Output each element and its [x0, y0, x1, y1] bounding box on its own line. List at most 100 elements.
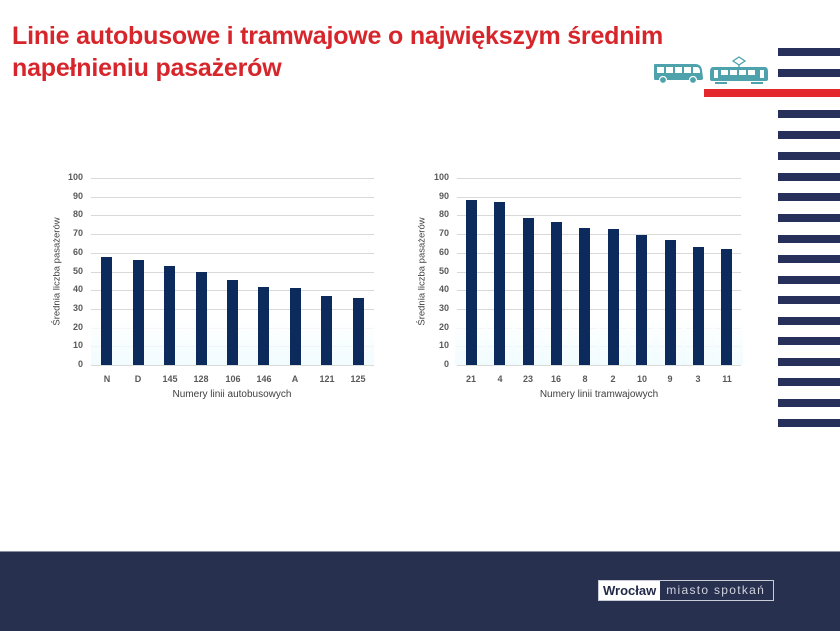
y-tick-label: 50 [72, 266, 83, 276]
stripe [778, 399, 840, 407]
footer-bar [0, 551, 840, 631]
x-tick-label: 8 [582, 374, 588, 384]
stripe [778, 193, 840, 201]
bar-N [101, 257, 112, 365]
bus-icon [654, 64, 703, 84]
x-tick-label: 9 [667, 374, 673, 384]
title-line-2: napełnieniu pasażerów [12, 54, 282, 82]
gridline [457, 272, 741, 273]
gridline [457, 290, 741, 291]
bar-4 [494, 202, 505, 365]
stripe [778, 255, 840, 263]
y-tick-label: 80 [438, 209, 449, 219]
bar-121 [321, 296, 332, 365]
x-tick-label: A [291, 374, 299, 384]
stripe [778, 378, 840, 386]
y-tick-label: 40 [438, 284, 449, 294]
x-tick-label: N [103, 374, 111, 384]
gridline [457, 253, 741, 254]
gridline [91, 178, 374, 179]
x-axis-label: Numery linii autobusowych [172, 389, 292, 400]
y-tick-label: 30 [72, 303, 83, 313]
gridline [91, 215, 374, 216]
stripe [778, 337, 840, 345]
tram-icon [710, 56, 768, 84]
x-tick-label: 11 [722, 374, 732, 384]
gridline [457, 234, 741, 235]
stripe [778, 296, 840, 304]
x-tick-label: D [134, 374, 142, 384]
y-tick-label: 60 [72, 247, 83, 257]
gridline [91, 197, 374, 198]
y-tick-label: 90 [72, 191, 83, 201]
gridline [457, 197, 741, 198]
x-tick-label: 128 [193, 374, 209, 384]
y-tick-label: 100 [67, 172, 83, 182]
gridline [457, 215, 741, 216]
y-tick-label: 10 [438, 340, 449, 350]
gridline [91, 365, 374, 366]
x-axis-label: Numery linii tramwajowych [539, 389, 659, 400]
y-tick-label: 60 [438, 247, 449, 257]
logo-slogan: miasto spotkań [666, 583, 766, 597]
y-tick-label: 40 [72, 284, 83, 294]
y-tick-label: 70 [72, 228, 83, 238]
bar-106 [227, 280, 238, 365]
x-tick-label: 145 [162, 374, 178, 384]
bar-21 [466, 200, 477, 365]
y-axis-label: Średnia liczba pasażerów [51, 217, 63, 326]
y-tick-label: 50 [438, 266, 449, 276]
y-tick-label: 0 [443, 359, 449, 369]
y-tick-label: 20 [438, 322, 449, 332]
stripe [778, 317, 840, 325]
x-tick-label: 146 [256, 374, 272, 384]
bar-16 [551, 222, 562, 365]
gridline [91, 234, 374, 235]
gridline [91, 272, 374, 273]
stripe [778, 419, 840, 427]
stripe [778, 48, 840, 56]
y-tick-label: 100 [433, 172, 449, 182]
y-axis-label: Średnia liczba pasażerów [416, 217, 428, 326]
logo-city: Wrocław [599, 581, 661, 600]
bar-10 [636, 235, 647, 365]
bar-A [290, 288, 301, 365]
stripe [778, 110, 840, 118]
gridline [91, 253, 374, 254]
stripe [778, 276, 840, 284]
y-tick-label: 0 [77, 359, 83, 369]
gridline [457, 178, 741, 179]
bar-8 [579, 228, 590, 365]
bar-125 [353, 298, 364, 365]
stripe [778, 235, 840, 243]
gridline [457, 365, 741, 366]
x-tick-label: 2 [610, 374, 616, 384]
accent-red-bar [704, 89, 840, 97]
bar-11 [721, 249, 732, 365]
y-tick-label: 10 [72, 340, 83, 350]
bar-128 [196, 272, 207, 365]
x-tick-label: 23 [522, 374, 533, 384]
gridline [457, 309, 741, 310]
x-tick-label: 106 [225, 374, 241, 384]
x-tick-label: 4 [497, 374, 503, 384]
stripe [778, 173, 840, 181]
stripe [778, 214, 840, 222]
bar-145 [164, 266, 175, 365]
x-tick-label: 3 [695, 374, 701, 384]
x-tick-label: 10 [636, 374, 647, 384]
bar-9 [665, 240, 676, 365]
stripe [778, 152, 840, 160]
stripe [778, 69, 840, 77]
y-tick-label: 70 [438, 228, 449, 238]
x-tick-label: 121 [319, 374, 335, 384]
x-tick-label: 21 [465, 374, 476, 384]
bar-2 [608, 229, 619, 365]
bar-D [133, 260, 144, 365]
bar-3 [693, 247, 704, 365]
x-tick-label: 16 [550, 374, 561, 384]
stripe [778, 358, 840, 366]
y-tick-label: 80 [72, 209, 83, 219]
slide-title: Linie autobusowe i tramwajowe o najwięks… [12, 20, 712, 84]
bar-23 [523, 218, 534, 365]
